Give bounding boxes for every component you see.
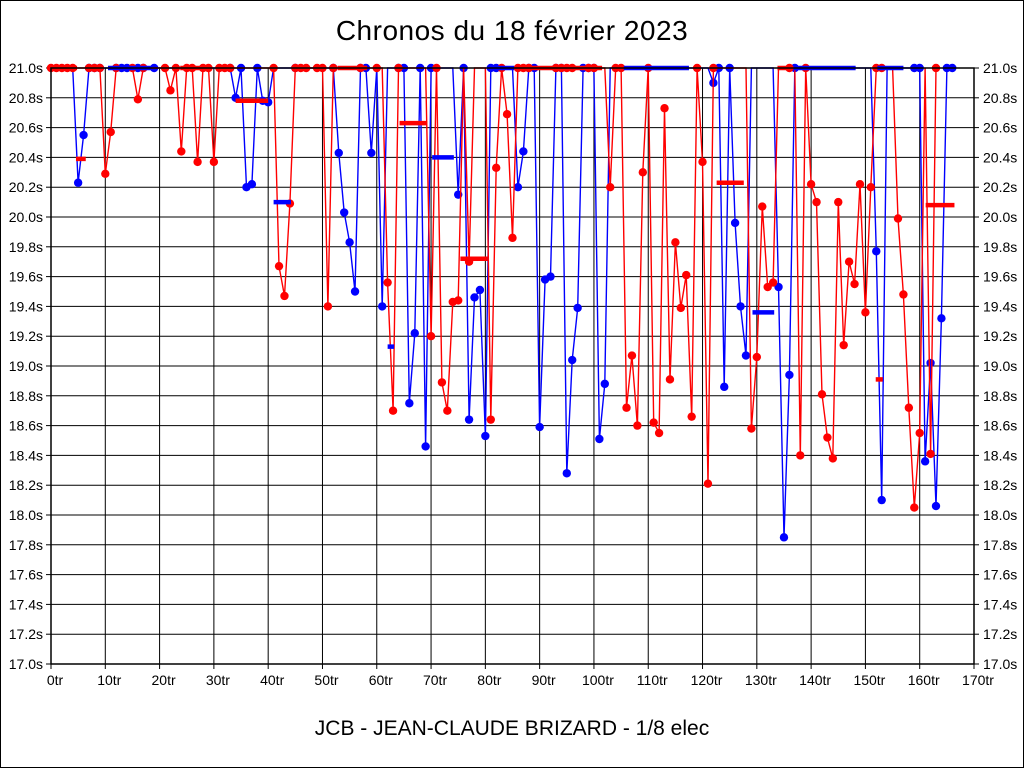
svg-text:18.2s: 18.2s — [983, 477, 1017, 493]
svg-text:18.0s: 18.0s — [9, 507, 43, 523]
svg-text:20.8s: 20.8s — [9, 90, 43, 106]
svg-text:20.0s: 20.0s — [9, 209, 43, 225]
svg-text:19.2s: 19.2s — [9, 328, 43, 344]
svg-text:19.4s: 19.4s — [9, 298, 43, 314]
svg-text:20.6s: 20.6s — [9, 120, 43, 136]
svg-text:110tr: 110tr — [637, 672, 668, 688]
svg-text:60tr: 60tr — [369, 672, 393, 688]
svg-text:18.0s: 18.0s — [983, 507, 1017, 523]
svg-text:130tr: 130tr — [745, 672, 777, 688]
svg-text:90tr: 90tr — [532, 672, 556, 688]
svg-text:20.4s: 20.4s — [983, 149, 1017, 165]
svg-text:17.2s: 17.2s — [9, 626, 43, 642]
svg-text:10tr: 10tr — [97, 672, 121, 688]
chart-subtitle: JCB - JEAN-CLAUDE BRIZARD - 1/8 elec — [314, 717, 710, 740]
svg-text:19.2s: 19.2s — [983, 328, 1017, 344]
svg-text:18.4s: 18.4s — [9, 447, 43, 463]
chart-title: Chronos du 18 février 2023 — [335, 15, 689, 46]
svg-text:21.0s: 21.0s — [9, 60, 43, 76]
svg-text:50tr: 50tr — [314, 672, 338, 688]
y-axis-labels-right: 21.0s 20.8s 20.6s 20.4s 20.2s 20.0s 19.8s 19.6s… — [983, 60, 1017, 672]
svg-text:17.8s: 17.8s — [983, 537, 1017, 553]
svg-text:17.0s: 17.0s — [9, 656, 43, 672]
y-axis-labels-left: 21.0s 20.8s 20.6s 20.4s 20.2s 20.0s 19.8s 19.6s… — [9, 60, 43, 672]
svg-text:17.6s: 17.6s — [9, 567, 43, 583]
svg-text:17.6s: 17.6s — [983, 567, 1017, 583]
svg-text:100tr: 100tr — [582, 672, 614, 688]
axis-ticks — [46, 67, 979, 669]
svg-text:40tr: 40tr — [260, 672, 284, 688]
svg-text:17.2s: 17.2s — [983, 626, 1017, 642]
svg-text:120tr: 120tr — [691, 672, 723, 688]
svg-text:19.8s: 19.8s — [983, 239, 1017, 255]
series-blue-driver — [72, 63, 957, 542]
svg-text:150tr: 150tr — [853, 672, 885, 688]
svg-text:19.6s: 19.6s — [9, 269, 43, 285]
svg-text:20.0s: 20.0s — [983, 209, 1017, 225]
svg-text:160tr: 160tr — [908, 672, 940, 688]
plot-border — [50, 67, 975, 665]
svg-text:19.8s: 19.8s — [9, 239, 43, 255]
svg-text:19.0s: 19.0s — [983, 358, 1017, 374]
svg-text:18.8s: 18.8s — [983, 388, 1017, 404]
grid-lines — [50, 67, 975, 665]
svg-text:17.4s: 17.4s — [983, 596, 1017, 612]
svg-text:20tr: 20tr — [152, 672, 176, 688]
svg-text:20.2s: 20.2s — [983, 179, 1017, 195]
svg-text:19.4s: 19.4s — [983, 298, 1017, 314]
svg-text:170tr: 170tr — [962, 672, 994, 688]
svg-text:18.6s: 18.6s — [983, 418, 1017, 434]
svg-text:20.6s: 20.6s — [983, 120, 1017, 136]
x-axis-labels: 0tr 10tr 20tr 30tr 40tr 50tr 60tr 70tr 80tr 90tr 1… — [47, 672, 994, 688]
svg-text:19.0s: 19.0s — [9, 358, 43, 374]
svg-text:18.2s: 18.2s — [9, 477, 43, 493]
svg-text:30tr: 30tr — [206, 672, 230, 688]
svg-text:0tr: 0tr — [47, 672, 64, 688]
svg-text:140tr: 140tr — [799, 672, 831, 688]
svg-text:17.4s: 17.4s — [9, 596, 43, 612]
svg-text:18.4s: 18.4s — [983, 447, 1017, 463]
svg-text:70tr: 70tr — [423, 672, 447, 688]
svg-text:21.0s: 21.0s — [983, 60, 1017, 76]
svg-text:19.6s: 19.6s — [983, 269, 1017, 285]
svg-text:18.8s: 18.8s — [9, 388, 43, 404]
series-red-driver — [46, 63, 941, 512]
svg-text:17.0s: 17.0s — [983, 656, 1017, 672]
svg-text:17.8s: 17.8s — [9, 537, 43, 553]
svg-text:20.8s: 20.8s — [983, 90, 1017, 106]
svg-text:20.2s: 20.2s — [9, 179, 43, 195]
svg-text:20.4s: 20.4s — [9, 149, 43, 165]
svg-text:18.6s: 18.6s — [9, 418, 43, 434]
svg-text:80tr: 80tr — [477, 672, 501, 688]
